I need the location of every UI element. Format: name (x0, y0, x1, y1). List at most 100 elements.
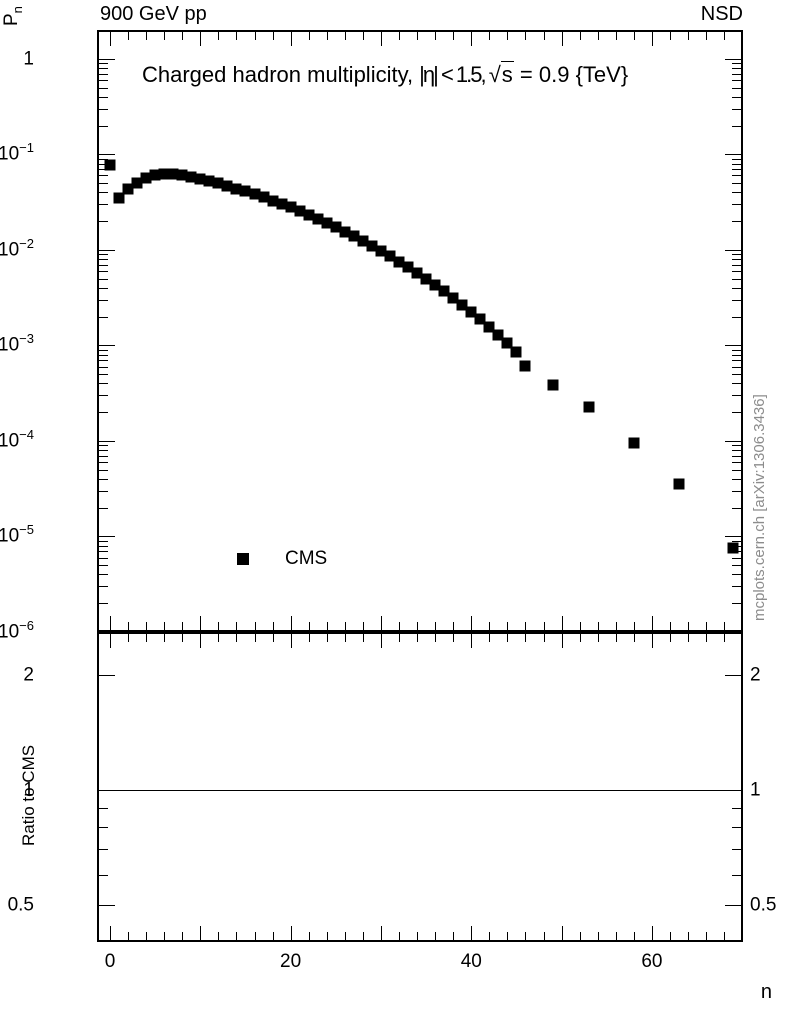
data-point (384, 250, 396, 262)
y-tick-major-right (732, 412, 741, 414)
y-tick-major-right (732, 158, 741, 160)
x-tick-top (543, 32, 545, 40)
y-tick-major-right (732, 163, 741, 165)
ratio-x-tick-bottom (561, 926, 563, 940)
y-tick-major-left (99, 383, 108, 385)
data-point (420, 273, 432, 285)
data-point (366, 240, 378, 252)
ratio-x-tick-bottom (254, 932, 256, 940)
x-tick-label: 40 (460, 951, 482, 972)
ratio-x-tick-top (380, 634, 382, 648)
plot-title: Charged hadron multiplicity, |η| < 1.5, … (142, 61, 629, 88)
y-tick-major-left (99, 271, 108, 273)
ratio-x-tick-top (669, 634, 671, 642)
y-tick-major-left (99, 455, 108, 457)
y-tick-major-right (732, 478, 741, 480)
ratio-x-tick-top (164, 634, 166, 642)
x-tick-top (435, 32, 437, 40)
y-tick-major-right (732, 455, 741, 457)
data-point (330, 221, 342, 233)
x-tick-top (417, 32, 419, 40)
ratio-y-tick-label-right: 0.5 (750, 894, 777, 916)
header-process-class: NSD (700, 3, 743, 25)
y-tick-major-right (725, 249, 741, 251)
ratio-x-tick-top (182, 634, 184, 642)
plot-title-sqrt-arg: s (500, 61, 514, 87)
ratio-y-tick-right (732, 827, 741, 829)
ratio-x-tick-bottom (489, 932, 491, 940)
y-tick-major-right (732, 445, 741, 447)
x-tick-bottom (489, 622, 491, 630)
x-tick-top (110, 32, 111, 46)
data-point (727, 542, 739, 554)
ratio-x-tick-top (272, 634, 274, 642)
ratio-x-tick-top (525, 634, 527, 642)
y-tick-major-right (732, 545, 741, 547)
ratio-x-tick-top (579, 634, 581, 642)
ratio-x-tick-bottom (399, 932, 401, 940)
y-tick-label: 1 (23, 48, 34, 70)
y-tick-major-left (99, 169, 108, 171)
ratio-x-tick-bottom (615, 932, 617, 940)
ratio-x-tick-bottom (688, 932, 690, 940)
y-tick-label: 10−4 (0, 427, 34, 452)
x-tick-top (633, 32, 635, 40)
ratio-y-tick-right (732, 807, 741, 809)
y-tick-major-right (732, 271, 741, 273)
ratio-x-tick-top (362, 634, 364, 642)
ratio-x-tick-top (561, 634, 563, 648)
y-tick-major-left (99, 63, 108, 65)
x-tick-top (200, 32, 202, 46)
x-tick-bottom (724, 622, 726, 630)
ratio-plot-panel (97, 632, 743, 942)
y-tick-major-right (732, 125, 741, 127)
x-tick-bottom (579, 622, 581, 630)
y-tick-major-right (732, 374, 741, 376)
y-tick-major-right (732, 192, 741, 194)
x-tick-bottom (597, 622, 599, 630)
ratio-x-tick-bottom (326, 932, 328, 940)
y-tick-major-left (99, 316, 108, 318)
x-tick-bottom (543, 622, 545, 630)
y-tick-label: 10−3 (0, 331, 34, 356)
ratio-x-tick-top (417, 634, 419, 642)
data-point (429, 279, 441, 291)
ratio-x-tick-bottom (308, 932, 310, 940)
ratio-x-tick-bottom (182, 932, 184, 940)
ratio-y-tick-left (99, 905, 115, 907)
x-tick-bottom (380, 616, 382, 630)
y-tick-major-left (99, 469, 108, 471)
plot-title-suffix: = 0.9 {TeV} (513, 62, 629, 87)
data-point (321, 217, 333, 229)
y-tick-major-left (99, 354, 108, 356)
ratio-x-tick-top (489, 634, 491, 642)
y-tick-major-left (99, 163, 108, 165)
data-point (303, 209, 315, 221)
data-point (501, 337, 513, 349)
ratio-x-tick-top (236, 634, 238, 642)
data-point (339, 226, 351, 238)
x-tick-top (236, 32, 238, 40)
x-tick-bottom (525, 622, 527, 630)
data-point (312, 213, 324, 225)
ratio-x-tick-top (344, 634, 346, 642)
data-point (375, 245, 387, 257)
y-tick-major-right (732, 204, 741, 206)
data-point (519, 360, 531, 372)
ratio-y-tick-label-left: 1 (23, 779, 34, 801)
y-tick-major-left (99, 490, 108, 492)
x-tick-bottom (308, 622, 310, 630)
x-tick-bottom (435, 622, 437, 630)
data-point (357, 235, 369, 247)
ratio-x-tick-bottom (651, 926, 653, 940)
y-tick-major-right (732, 254, 741, 256)
ratio-y-tick-left (99, 807, 108, 809)
y-tick-major-right (732, 574, 741, 576)
x-tick-top (272, 32, 274, 40)
y-tick-major-right (732, 469, 741, 471)
y-tick-major-right (732, 360, 741, 362)
ratio-y-tick-left (99, 675, 115, 677)
x-tick-bottom (110, 616, 111, 630)
y-tick-major-left (99, 158, 108, 160)
